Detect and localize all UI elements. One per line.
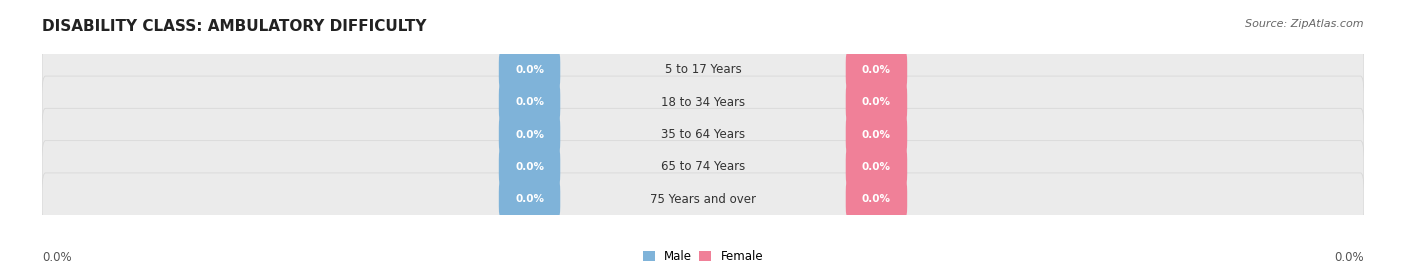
FancyBboxPatch shape (499, 179, 560, 219)
Text: 0.0%: 0.0% (1334, 251, 1364, 264)
Legend: Male, Female: Male, Female (643, 250, 763, 263)
Text: 65 to 74 Years: 65 to 74 Years (661, 160, 745, 173)
FancyBboxPatch shape (846, 82, 907, 122)
FancyBboxPatch shape (42, 173, 1364, 225)
Text: 0.0%: 0.0% (515, 129, 544, 140)
Text: 5 to 17 Years: 5 to 17 Years (665, 63, 741, 76)
Text: 0.0%: 0.0% (515, 194, 544, 204)
Text: 0.0%: 0.0% (862, 65, 891, 75)
Text: 75 Years and over: 75 Years and over (650, 193, 756, 206)
FancyBboxPatch shape (42, 76, 1364, 128)
FancyBboxPatch shape (846, 147, 907, 187)
Text: 0.0%: 0.0% (862, 194, 891, 204)
Text: Source: ZipAtlas.com: Source: ZipAtlas.com (1246, 19, 1364, 29)
FancyBboxPatch shape (846, 114, 907, 155)
FancyBboxPatch shape (42, 108, 1364, 161)
Text: 0.0%: 0.0% (862, 97, 891, 107)
FancyBboxPatch shape (846, 179, 907, 219)
Text: 18 to 34 Years: 18 to 34 Years (661, 96, 745, 109)
FancyBboxPatch shape (499, 114, 560, 155)
Text: 0.0%: 0.0% (515, 97, 544, 107)
Text: 0.0%: 0.0% (515, 65, 544, 75)
FancyBboxPatch shape (499, 50, 560, 90)
Text: 0.0%: 0.0% (862, 129, 891, 140)
Text: 0.0%: 0.0% (515, 162, 544, 172)
FancyBboxPatch shape (846, 50, 907, 90)
Text: 0.0%: 0.0% (42, 251, 72, 264)
Text: 35 to 64 Years: 35 to 64 Years (661, 128, 745, 141)
FancyBboxPatch shape (42, 141, 1364, 193)
FancyBboxPatch shape (42, 44, 1364, 96)
FancyBboxPatch shape (499, 147, 560, 187)
Text: DISABILITY CLASS: AMBULATORY DIFFICULTY: DISABILITY CLASS: AMBULATORY DIFFICULTY (42, 19, 426, 34)
FancyBboxPatch shape (499, 82, 560, 122)
Text: 0.0%: 0.0% (862, 162, 891, 172)
